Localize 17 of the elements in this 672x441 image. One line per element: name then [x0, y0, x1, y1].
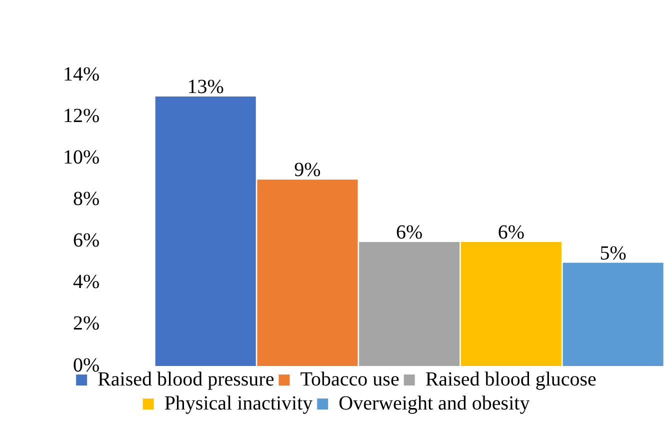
legend-label: Raised blood glucose	[425, 368, 597, 390]
legend-label: Tobacco use	[300, 368, 400, 390]
y-tick-label: 2%	[72, 312, 100, 335]
legend-label: Overweight and obesity	[338, 392, 530, 414]
data-label: 13%	[187, 76, 224, 98]
data-label: 9%	[294, 159, 321, 182]
y-tick-label: 14%	[62, 63, 100, 86]
y-tick-label: 12%	[62, 104, 100, 127]
y-tick-label: 10%	[62, 146, 100, 168]
data-label: 6%	[396, 222, 423, 244]
legend-label: Raised blood pressure	[98, 368, 274, 390]
legend-label: Physical inactivity	[164, 392, 313, 414]
y-tick-label: 4%	[72, 271, 100, 294]
y-tick-label: 6%	[72, 230, 100, 252]
y-tick-label: 8%	[72, 188, 100, 210]
data-label: 5%	[600, 242, 626, 264]
data-label: 6%	[498, 222, 525, 244]
